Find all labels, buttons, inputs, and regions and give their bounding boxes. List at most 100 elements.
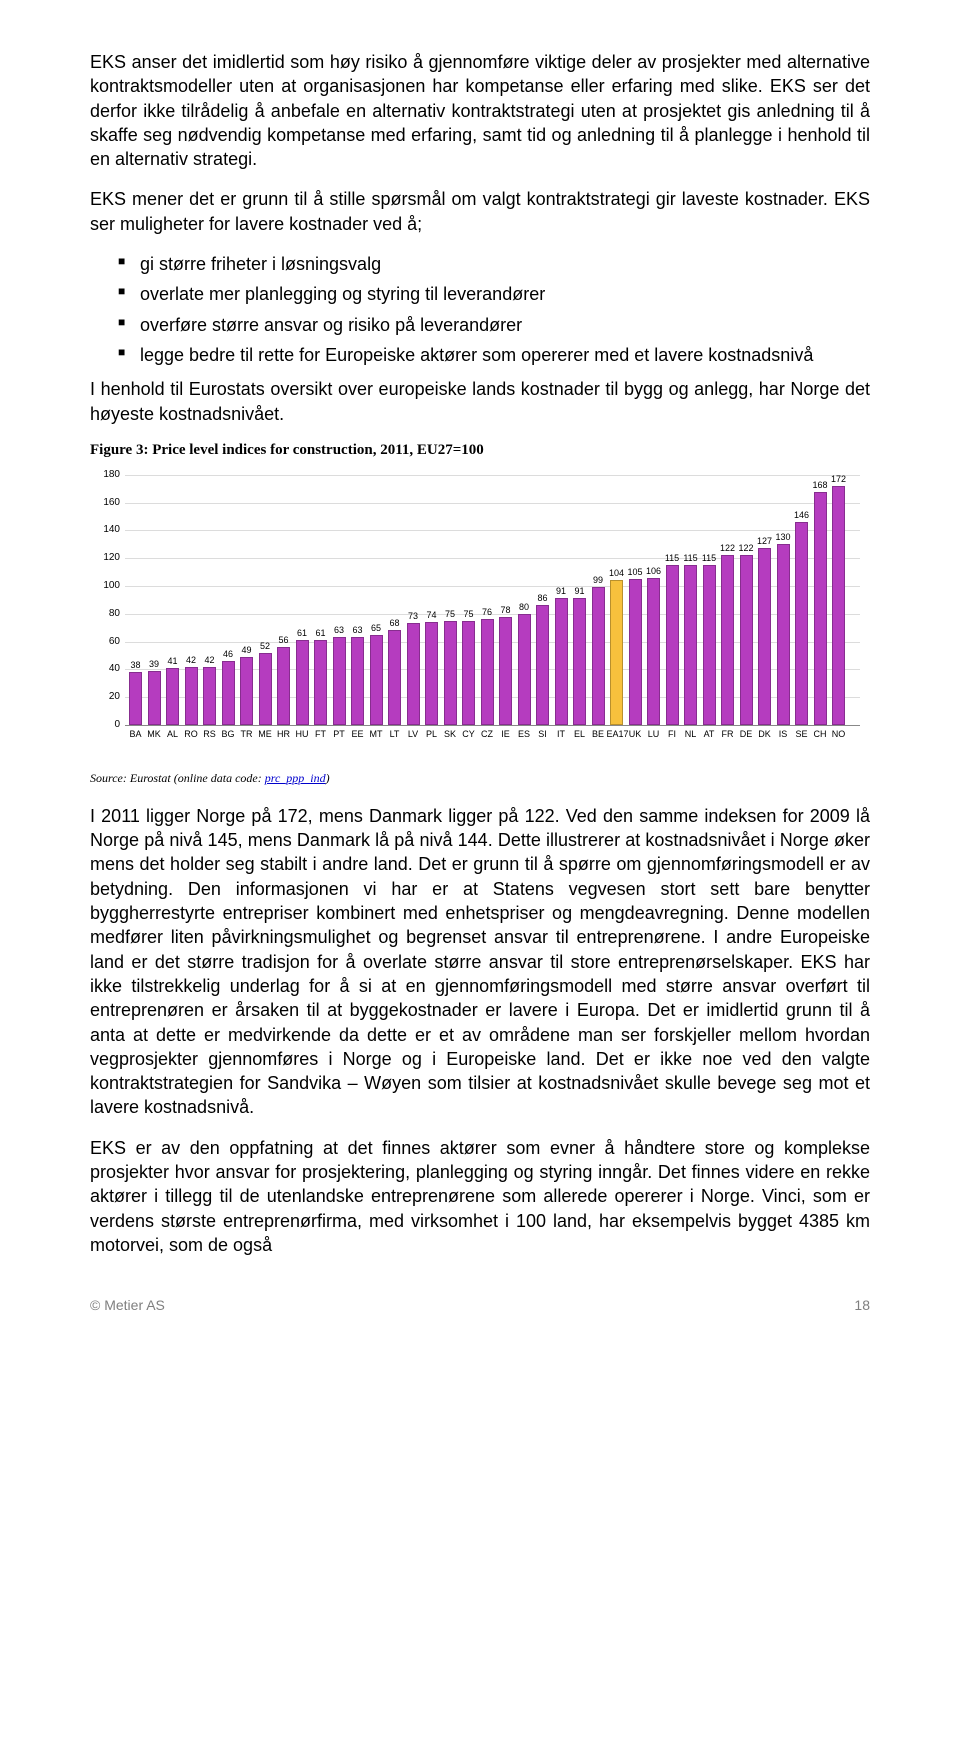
x-axis-label: AT [699, 729, 719, 739]
footer-page-number: 18 [854, 1297, 870, 1313]
bar-value-label: 49 [237, 645, 257, 655]
bar-value-label: 122 [718, 543, 738, 553]
bar-value-label: 61 [292, 628, 312, 638]
x-axis-label: IE [496, 729, 516, 739]
bar [259, 653, 272, 725]
bar-value-label: 61 [311, 628, 331, 638]
x-axis-label: DE [736, 729, 756, 739]
bar-value-label: 104 [607, 568, 627, 578]
bar-value-label: 38 [126, 660, 146, 670]
bar-value-label: 73 [403, 611, 423, 621]
bar-value-label: 39 [144, 659, 164, 669]
bar-value-label: 63 [329, 625, 349, 635]
bullet-item: gi større friheter i løsningsvalg [118, 252, 870, 276]
y-axis-label: 100 [90, 580, 120, 591]
y-axis-label: 80 [90, 608, 120, 619]
bullet-item: overføre større ansvar og risiko på leve… [118, 313, 870, 337]
x-axis-label: FT [311, 729, 331, 739]
x-axis-label: ES [514, 729, 534, 739]
bar [240, 657, 253, 725]
paragraph-2: EKS mener det er grunn til å stille spør… [90, 187, 870, 236]
bar-value-label: 146 [792, 510, 812, 520]
footer-left: © Metier AS [90, 1297, 165, 1313]
x-axis-label: SK [440, 729, 460, 739]
bar [314, 640, 327, 725]
bar-value-label: 42 [181, 655, 201, 665]
source-suffix: ) [326, 771, 330, 785]
bar [518, 614, 531, 725]
x-axis-label: UK [625, 729, 645, 739]
bar [666, 565, 679, 725]
bar-value-label: 75 [459, 609, 479, 619]
source-prefix: Source: Eurostat (online data code: [90, 771, 265, 785]
x-axis-label: CZ [477, 729, 497, 739]
bar [407, 623, 420, 724]
x-axis-label: MT [366, 729, 386, 739]
gridline [125, 503, 860, 504]
bar [684, 565, 697, 725]
bar [222, 661, 235, 725]
x-axis-label: FI [662, 729, 682, 739]
bullet-item: overlate mer planlegging og styring til … [118, 282, 870, 306]
y-axis-label: 140 [90, 524, 120, 535]
bar [573, 598, 586, 724]
bullet-list: gi større friheter i løsningsvalg overla… [118, 252, 870, 367]
bar-value-label: 122 [736, 543, 756, 553]
bar-value-label: 52 [255, 641, 275, 651]
bar [647, 578, 660, 725]
bar-value-label: 115 [699, 553, 719, 563]
x-axis-label: IS [773, 729, 793, 739]
bar [166, 668, 179, 725]
bar [481, 619, 494, 725]
y-axis-label: 0 [90, 719, 120, 730]
x-axis-label: SE [792, 729, 812, 739]
bar [536, 605, 549, 724]
bar-value-label: 127 [755, 536, 775, 546]
bar-value-label: 65 [366, 623, 386, 633]
bar [777, 544, 790, 725]
bar-value-label: 130 [773, 532, 793, 542]
y-axis-label: 60 [90, 636, 120, 647]
x-axis-label: AL [163, 729, 183, 739]
x-axis-label: FR [718, 729, 738, 739]
bar-value-label: 75 [440, 609, 460, 619]
bar [462, 621, 475, 725]
bar [740, 555, 753, 724]
page-footer: © Metier AS 18 [90, 1297, 870, 1313]
bar [592, 587, 605, 725]
bar [388, 630, 401, 724]
x-axis-label: DK [755, 729, 775, 739]
bar [555, 598, 568, 724]
bar-value-label: 115 [681, 553, 701, 563]
x-axis-label: CY [459, 729, 479, 739]
bar [629, 579, 642, 725]
figure-source: Source: Eurostat (online data code: prc_… [90, 771, 870, 786]
x-axis-label: EE [348, 729, 368, 739]
bar [499, 617, 512, 725]
x-axis-label: CH [810, 729, 830, 739]
bar-value-label: 91 [551, 586, 571, 596]
x-axis-label: NO [829, 729, 849, 739]
bar-value-label: 106 [644, 566, 664, 576]
source-link[interactable]: prc_ppp_ind [265, 771, 326, 785]
bar [703, 565, 716, 725]
x-axis-label: IT [551, 729, 571, 739]
paragraph-1: EKS anser det imidlertid som høy risiko … [90, 50, 870, 171]
bar [610, 580, 623, 724]
y-axis-label: 160 [90, 497, 120, 508]
y-axis-label: 40 [90, 663, 120, 674]
bar-value-label: 63 [348, 625, 368, 635]
x-axis-label: MK [144, 729, 164, 739]
bar [758, 548, 771, 724]
y-axis-label: 20 [90, 691, 120, 702]
x-axis-label: HR [274, 729, 294, 739]
x-axis-label: BA [126, 729, 146, 739]
bar-value-label: 172 [829, 474, 849, 484]
bar-value-label: 56 [274, 635, 294, 645]
bar-value-label: 68 [385, 618, 405, 628]
x-axis-label: HU [292, 729, 312, 739]
bar-value-label: 91 [570, 586, 590, 596]
bar [185, 667, 198, 725]
plot-area [125, 475, 860, 726]
bar-value-label: 76 [477, 607, 497, 617]
